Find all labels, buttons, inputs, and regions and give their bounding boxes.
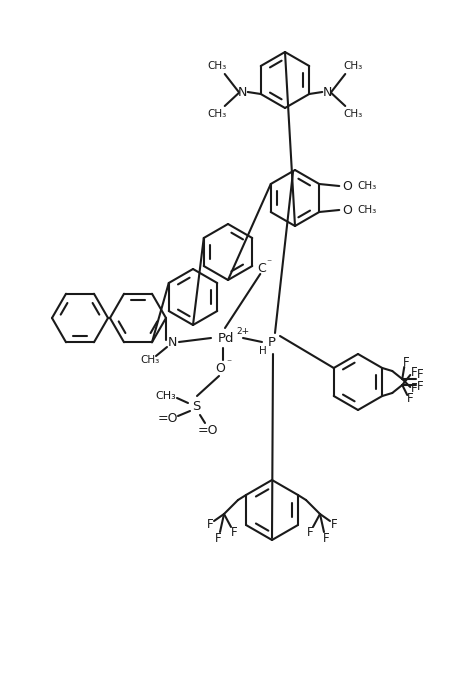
Text: F: F — [231, 526, 237, 539]
Text: F: F — [323, 532, 329, 544]
Text: CH₃: CH₃ — [207, 109, 227, 119]
Text: =O: =O — [198, 424, 218, 436]
Text: F: F — [417, 369, 424, 381]
Text: CH₃: CH₃ — [344, 61, 363, 71]
Text: N: N — [168, 335, 177, 348]
Text: CH₃: CH₃ — [140, 355, 160, 365]
Text: CH₃: CH₃ — [344, 109, 363, 119]
Text: O: O — [342, 204, 352, 217]
Text: CH₃: CH₃ — [358, 181, 377, 191]
Text: =O: =O — [158, 411, 178, 424]
Text: C: C — [257, 261, 266, 275]
Text: 2+: 2+ — [237, 328, 250, 337]
Text: H: H — [259, 346, 267, 356]
Text: Pd: Pd — [218, 332, 234, 344]
Text: F: F — [411, 367, 418, 379]
Text: ⁻: ⁻ — [227, 358, 232, 368]
Text: F: F — [417, 381, 424, 394]
Text: N: N — [322, 86, 332, 98]
Text: F: F — [306, 526, 313, 539]
Text: CH₃: CH₃ — [156, 391, 176, 401]
Text: ⁻: ⁻ — [266, 258, 272, 268]
Text: F: F — [215, 532, 222, 544]
Text: O: O — [342, 180, 352, 192]
Text: F: F — [411, 383, 418, 395]
Text: N: N — [238, 86, 247, 98]
Text: F: F — [407, 392, 414, 406]
Text: CH₃: CH₃ — [207, 61, 227, 71]
Text: F: F — [331, 517, 337, 530]
Text: O: O — [215, 362, 225, 374]
Text: P: P — [268, 335, 276, 348]
Text: F: F — [207, 517, 213, 530]
Text: F: F — [403, 356, 410, 369]
Text: S: S — [192, 399, 200, 413]
Text: CH₃: CH₃ — [358, 205, 377, 215]
